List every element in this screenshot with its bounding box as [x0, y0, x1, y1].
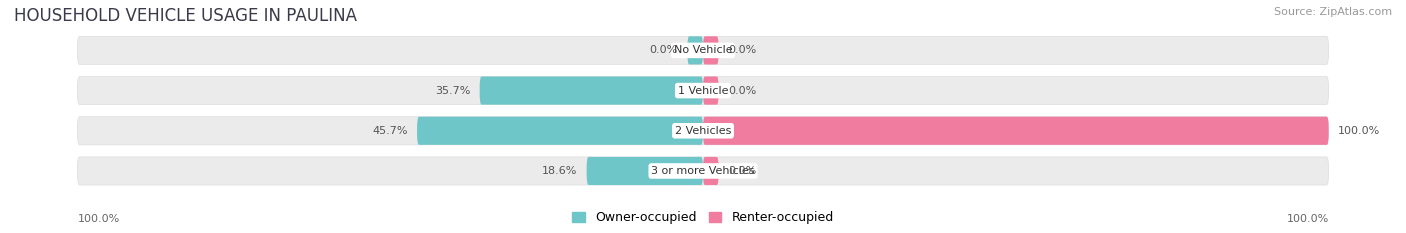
Text: 100.0%: 100.0% [1286, 214, 1329, 224]
Text: 3 or more Vehicles: 3 or more Vehicles [651, 166, 755, 176]
Text: 0.0%: 0.0% [728, 45, 756, 55]
FancyBboxPatch shape [703, 36, 718, 65]
Text: 18.6%: 18.6% [541, 166, 578, 176]
FancyBboxPatch shape [703, 157, 718, 185]
FancyBboxPatch shape [688, 36, 703, 65]
Text: 100.0%: 100.0% [1339, 126, 1381, 136]
Text: 35.7%: 35.7% [434, 86, 470, 96]
Text: HOUSEHOLD VEHICLE USAGE IN PAULINA: HOUSEHOLD VEHICLE USAGE IN PAULINA [14, 7, 357, 25]
FancyBboxPatch shape [77, 117, 1329, 145]
Text: 0.0%: 0.0% [728, 86, 756, 96]
FancyBboxPatch shape [418, 117, 703, 145]
Text: 100.0%: 100.0% [77, 214, 120, 224]
Text: Source: ZipAtlas.com: Source: ZipAtlas.com [1274, 7, 1392, 17]
FancyBboxPatch shape [77, 36, 1329, 65]
FancyBboxPatch shape [77, 76, 1329, 105]
Text: No Vehicle: No Vehicle [673, 45, 733, 55]
Text: 45.7%: 45.7% [373, 126, 408, 136]
FancyBboxPatch shape [77, 157, 1329, 185]
Text: 0.0%: 0.0% [650, 45, 678, 55]
Text: 2 Vehicles: 2 Vehicles [675, 126, 731, 136]
Text: 0.0%: 0.0% [728, 166, 756, 176]
Text: 1 Vehicle: 1 Vehicle [678, 86, 728, 96]
FancyBboxPatch shape [479, 76, 703, 105]
FancyBboxPatch shape [703, 117, 1329, 145]
FancyBboxPatch shape [703, 76, 718, 105]
Legend: Owner-occupied, Renter-occupied: Owner-occupied, Renter-occupied [572, 211, 834, 224]
FancyBboxPatch shape [586, 157, 703, 185]
